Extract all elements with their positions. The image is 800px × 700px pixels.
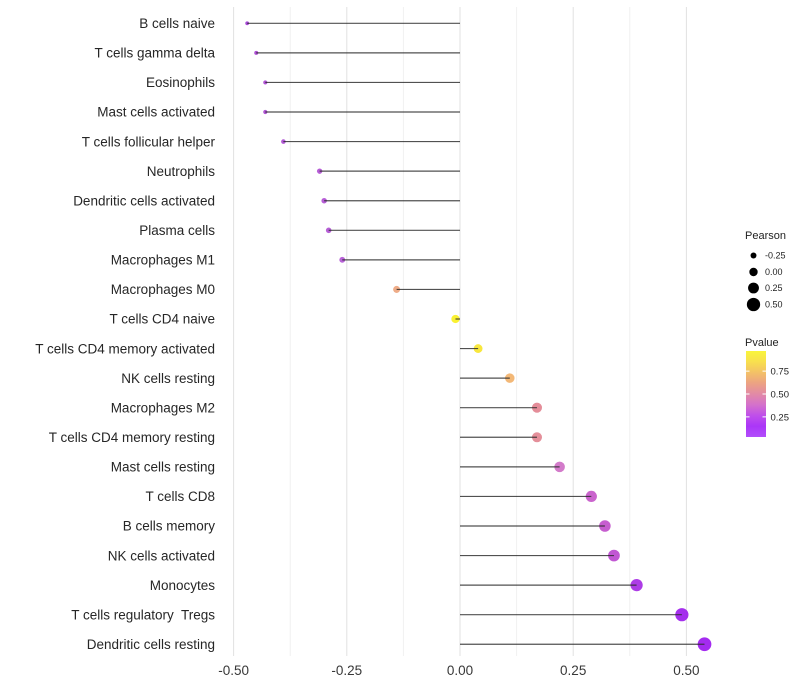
lollipop-dot bbox=[321, 197, 327, 204]
y-axis-label: T cells CD4 memory resting bbox=[49, 430, 215, 445]
y-axis-label: B cells memory bbox=[123, 519, 216, 534]
lollipop-dot bbox=[281, 139, 286, 144]
x-tick-label: -0.50 bbox=[218, 663, 249, 678]
y-axis-label: Neutrophils bbox=[147, 164, 216, 179]
x-tick-label: -0.25 bbox=[331, 663, 362, 678]
y-axis-label: T cells regulatory Tregs bbox=[71, 607, 215, 622]
y-axis-label: T cells CD8 bbox=[145, 489, 215, 504]
legend-pearson-title: Pearson bbox=[745, 230, 786, 242]
y-axis-label: Macrophages M1 bbox=[111, 253, 215, 268]
y-axis-label: Eosinophils bbox=[146, 75, 215, 90]
legend-pearson-dot bbox=[748, 282, 759, 294]
y-axis-label: T cells CD4 naive bbox=[109, 312, 215, 327]
y-axis-label: Monocytes bbox=[150, 578, 216, 593]
x-tick-label: 0.25 bbox=[560, 663, 586, 678]
y-axis-label: T cells follicular helper bbox=[82, 134, 216, 149]
legend-pvalue-title: Pvalue bbox=[745, 337, 779, 349]
legend-pvalue-label: 0.75 bbox=[771, 367, 790, 378]
lollipop-dot bbox=[393, 285, 401, 293]
legend-pvalue-label: 0.25 bbox=[771, 412, 790, 423]
legend-pearson-label: -0.25 bbox=[765, 251, 786, 261]
legend-pearson-dot bbox=[749, 267, 758, 277]
lollipop-dot bbox=[505, 373, 515, 383]
legend-pearson-dot bbox=[750, 252, 757, 259]
y-axis-label: B cells naive bbox=[139, 16, 215, 31]
y-axis-label: Mast cells activated bbox=[97, 105, 215, 120]
lollipop-dot bbox=[675, 608, 689, 622]
y-axis-label: NK cells resting bbox=[121, 371, 215, 386]
y-axis-label: Mast cells resting bbox=[111, 460, 215, 475]
y-axis-label: Macrophages M0 bbox=[111, 282, 215, 297]
legend-pearson-label: 0.25 bbox=[765, 283, 783, 293]
y-axis-label: T cells CD4 memory activated bbox=[35, 341, 215, 356]
y-axis-label: Macrophages M2 bbox=[111, 400, 215, 415]
lollipop-dot bbox=[697, 637, 712, 652]
y-axis-label: Dendritic cells activated bbox=[73, 193, 215, 208]
legend-pearson-label: 0.00 bbox=[765, 267, 783, 277]
y-axis-label: NK cells activated bbox=[108, 548, 215, 563]
legend-pvalue-label: 0.50 bbox=[771, 389, 790, 400]
y-axis-label: Dendritic cells resting bbox=[87, 637, 215, 652]
y-axis-label: Plasma cells bbox=[139, 223, 215, 238]
x-tick-label: 0.50 bbox=[673, 663, 699, 678]
legend-pearson-label: 0.50 bbox=[765, 300, 783, 310]
x-tick-label: 0.00 bbox=[447, 663, 473, 678]
legend-pvalue-gradient-bar bbox=[746, 351, 766, 437]
y-axis-label: T cells gamma delta bbox=[94, 46, 215, 61]
legend-pearson-dot bbox=[746, 297, 761, 312]
